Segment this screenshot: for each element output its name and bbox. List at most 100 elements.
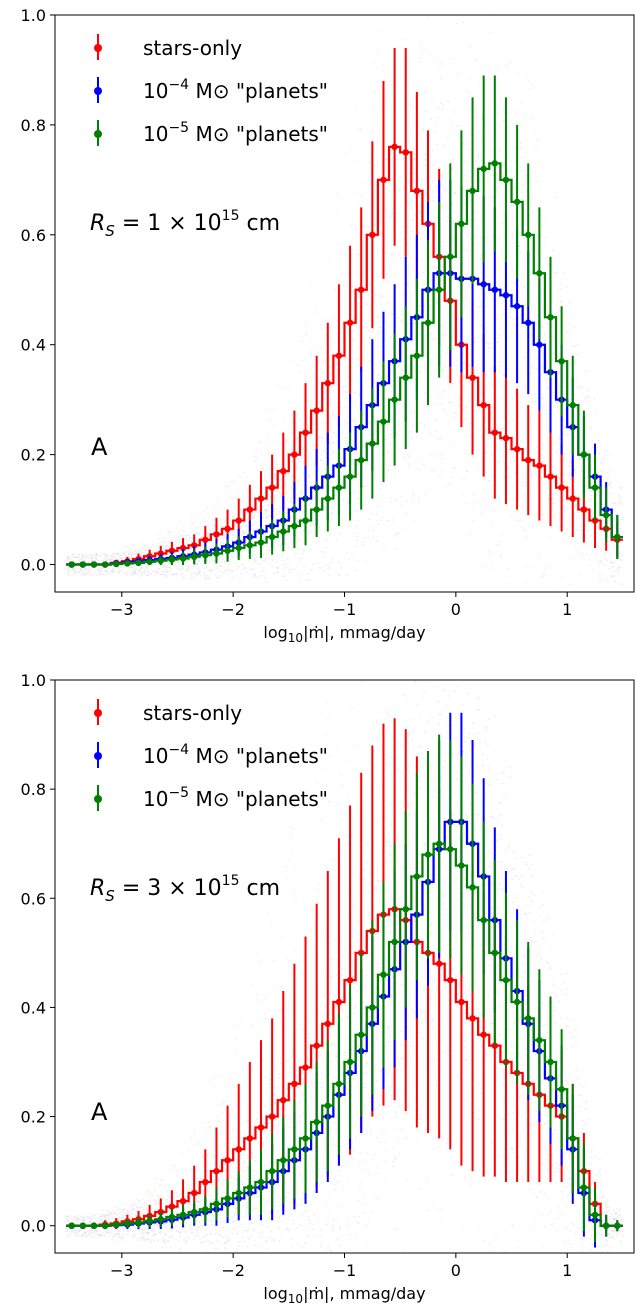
scatter-point: [186, 523, 189, 525]
scatter-point: [590, 439, 593, 442]
scatter-point: [465, 181, 468, 183]
scatter-point: [296, 364, 299, 366]
scatter-point: [581, 1199, 584, 1201]
scatter-point: [142, 1237, 145, 1239]
scatter-point: [387, 302, 390, 304]
scatter-point: [398, 1153, 401, 1155]
scatter-point: [579, 1286, 581, 1287]
scatter-point: [431, 266, 434, 268]
scatter-point: [477, 1084, 480, 1086]
scatter-point: [275, 513, 278, 515]
scatter-point: [430, 469, 433, 471]
scatter-point: [255, 1121, 258, 1123]
scatter-point: [612, 502, 615, 504]
scatter-point: [353, 490, 356, 493]
scatter-point: [67, 1215, 70, 1217]
scatter-point: [262, 505, 265, 508]
scatter-point: [118, 1219, 121, 1221]
scatter-point: [595, 503, 598, 505]
scatter-point: [441, 753, 444, 755]
scatter-point: [501, 772, 504, 774]
scatter-point: [332, 441, 335, 443]
scatter-point: [377, 855, 380, 857]
scatter-point: [139, 1232, 142, 1234]
scatter-point: [114, 1234, 117, 1236]
scatter-point: [481, 253, 484, 255]
scatter-point: [477, 82, 480, 84]
scatter-point: [406, 431, 409, 434]
scatter-point: [418, 305, 421, 307]
data-point: [302, 517, 309, 524]
scatter-point: [484, 728, 487, 731]
scatter-point: [333, 431, 336, 433]
scatter-point: [363, 537, 366, 539]
data-point: [202, 536, 209, 543]
scatter-point: [563, 426, 566, 428]
scatter-point: [129, 1227, 132, 1230]
scatter-point: [609, 518, 612, 520]
scatter-point: [128, 550, 131, 552]
scatter-point: [318, 567, 321, 569]
scatter-point: [517, 317, 520, 319]
scatter-point: [430, 924, 433, 926]
scatter-point: [420, 211, 423, 213]
scatter-point: [347, 1143, 350, 1145]
scatter-point: [191, 566, 194, 568]
scatter-point: [467, 148, 470, 150]
scatter-point: [237, 565, 240, 568]
scatter-point: [109, 1212, 112, 1214]
scatter-point: [332, 452, 335, 454]
scatter-point: [211, 1198, 214, 1200]
scatter-point: [536, 955, 539, 957]
scatter-point: [254, 557, 257, 559]
scatter-point: [309, 369, 312, 372]
scatter-point: [69, 558, 72, 560]
scatter-point: [381, 311, 384, 314]
scatter-point: [436, 701, 439, 703]
scatter-point: [117, 553, 120, 555]
scatter-point: [551, 401, 554, 404]
scatter-point: [263, 1122, 266, 1124]
scatter-point: [76, 557, 79, 559]
scatter-point: [264, 516, 267, 519]
scatter-point: [421, 464, 424, 466]
data-point: [335, 484, 343, 491]
scatter-point: [366, 482, 369, 484]
scatter-point: [412, 669, 414, 670]
scatter-point: [67, 557, 70, 559]
scatter-point: [87, 566, 90, 569]
scatter-point: [499, 540, 502, 542]
scatter-point: [105, 555, 108, 557]
scatter-point: [331, 517, 334, 519]
scatter-point: [222, 526, 225, 528]
scatter-point: [219, 542, 222, 544]
scatter-point: [89, 1235, 92, 1237]
scatter-point: [613, 561, 616, 563]
scatter-point: [199, 1242, 202, 1244]
scatter-point: [222, 534, 225, 537]
scatter-point: [67, 567, 70, 569]
scatter-point: [343, 515, 346, 517]
scatter-point: [451, 168, 454, 170]
scatter-point: [75, 1219, 78, 1221]
scatter-point: [202, 1241, 205, 1243]
scatter-point: [468, 93, 471, 95]
scatter-point: [326, 1222, 329, 1224]
scatter-point: [324, 1044, 327, 1046]
scatter-point: [389, 433, 392, 436]
scatter-point: [558, 1000, 561, 1003]
scatter-point: [456, 335, 459, 337]
panel-letter: A: [91, 433, 108, 461]
scatter-point: [581, 392, 584, 394]
scatter-point: [440, 469, 443, 471]
scatter-point: [394, 1117, 397, 1119]
scatter-point: [331, 1143, 334, 1145]
scatter-point: [401, 39, 404, 41]
scatter-point: [204, 1229, 207, 1231]
scatter-point: [402, 238, 405, 240]
scatter-point: [414, 682, 417, 684]
scatter-point: [479, 179, 482, 181]
scatter-point: [387, 1072, 390, 1074]
scatter-point: [334, 948, 337, 950]
scatter-point: [342, 386, 345, 388]
